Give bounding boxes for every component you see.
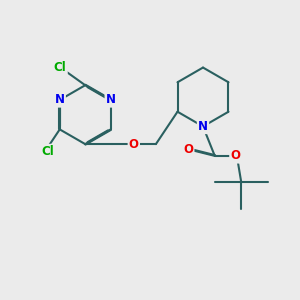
Text: N: N — [198, 120, 208, 133]
Text: Cl: Cl — [42, 145, 54, 158]
Text: Cl: Cl — [54, 61, 67, 74]
Text: N: N — [106, 93, 116, 106]
Text: O: O — [230, 149, 240, 162]
Text: O: O — [129, 138, 139, 151]
Text: O: O — [183, 143, 193, 157]
Text: N: N — [55, 93, 65, 106]
